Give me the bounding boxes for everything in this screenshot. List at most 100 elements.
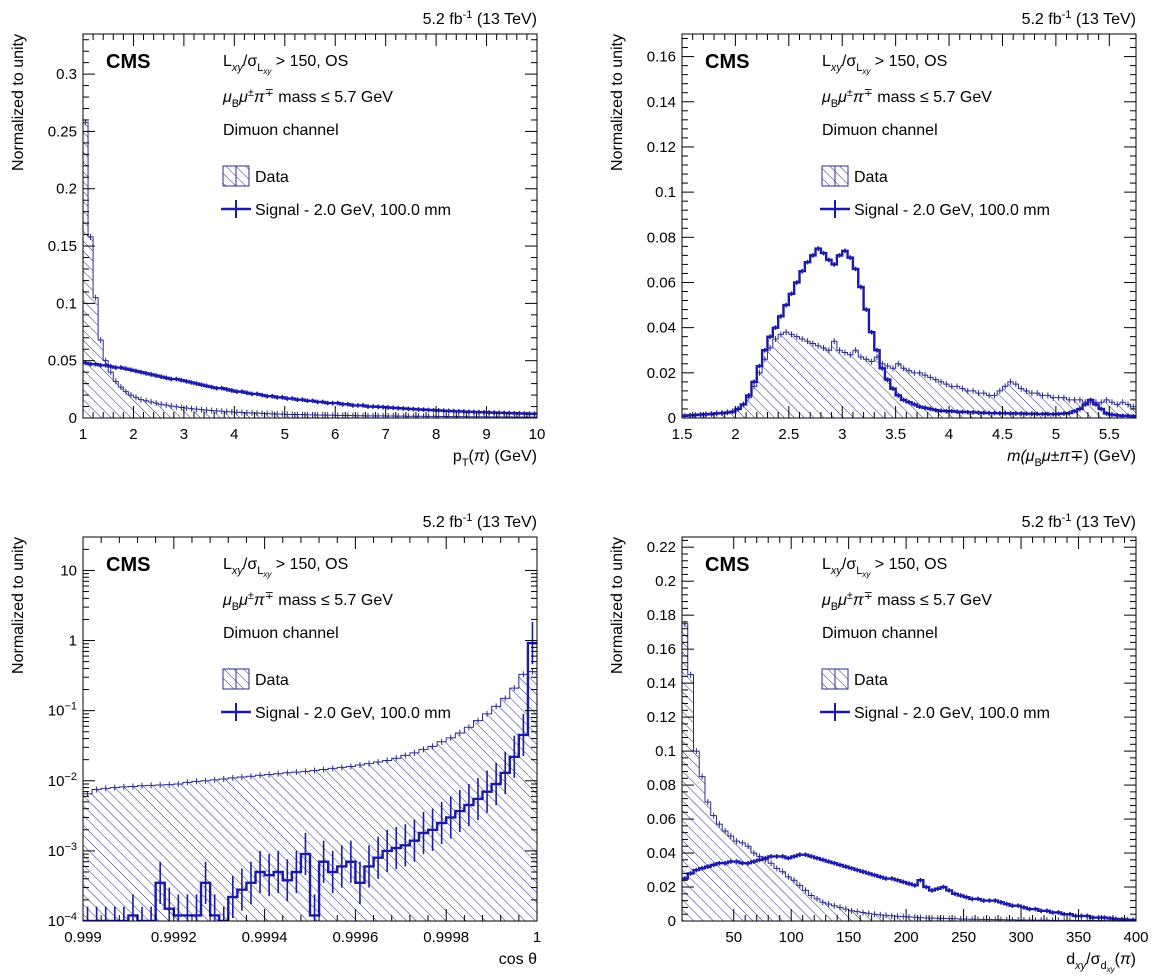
data-histogram [83, 671, 537, 921]
plot-frame [681, 536, 1137, 922]
legend-signal-label: Signal - 2.0 GeV, 100.0 mm [854, 705, 1050, 722]
y-tick-label: 0.02 [647, 879, 676, 896]
x-tick-label: 4 [230, 426, 238, 443]
x-tick-label: 5 [281, 426, 289, 443]
y-tick-label: 0.1 [655, 184, 676, 201]
x-tick-label: 350 [1066, 929, 1091, 946]
y-tick-label: 0.1 [56, 295, 77, 312]
y-tick-label: 0.2 [56, 181, 77, 198]
y-tick-label: 0.16 [647, 49, 676, 66]
x-axis-label: m(μBμ±π∓) (GeV) [1007, 448, 1136, 469]
plot-frame [82, 536, 538, 922]
y-tick-label: 0.2 [655, 573, 676, 590]
y-axis-label: Normalized to unity [609, 34, 626, 171]
y-tick-label: 0.05 [48, 353, 77, 370]
x-tick-label: 5 [1052, 426, 1060, 443]
y-tick-label: 0 [668, 410, 676, 427]
selection-line-3: Dimuon channel [223, 625, 339, 642]
x-tick-label: 9 [482, 426, 490, 443]
y-tick-label: 0 [668, 913, 676, 930]
x-tick-label: 50 [725, 929, 742, 946]
x-tick-label: 0.999 [64, 929, 102, 946]
x-axis-label: pT(π) (GeV) [453, 448, 537, 469]
y-tick-label: 0.08 [647, 777, 676, 794]
y-tick-label: 0.04 [647, 320, 676, 337]
selection-line-2: μBμ±π∓ mass ≤ 5.7 GeV [222, 590, 393, 613]
y-tick-label: 0.02 [647, 365, 676, 382]
x-tick-label: 1.5 [672, 426, 693, 443]
selection-line-3: Dimuon channel [822, 625, 938, 642]
lumi-label: 5.2 fb-1 (13 TeV) [1022, 9, 1136, 28]
legend-signal-label: Signal - 2.0 GeV, 100.0 mm [255, 705, 451, 722]
legend-data-label: Data [854, 672, 888, 689]
y-axis-label: Normalized to unity [609, 537, 626, 674]
x-tick-label: 3 [838, 426, 846, 443]
plot-frame [681, 33, 1137, 419]
x-tick-label: 3 [180, 426, 188, 443]
x-tick-label: 8 [432, 426, 440, 443]
selection-line-1: Lxy/σLxy > 150, OS [223, 53, 348, 76]
signal-histogram [682, 853, 1136, 921]
y-tick-label: 0.06 [647, 811, 676, 828]
legend-signal-label: Signal - 2.0 GeV, 100.0 mm [255, 202, 451, 219]
chart-panel-3: 0.999 0.9992 0.9994 0.9996 0.9998 1 10−4 10−3 10… [10, 512, 541, 968]
y-tick-label: 0.14 [647, 94, 676, 111]
y-tick-label: 0.12 [647, 139, 676, 156]
x-axis-label: dxy/σdxy(π) [1066, 951, 1136, 974]
y-tick-label: 0.15 [48, 238, 77, 255]
y-tick-label: 0.3 [56, 66, 77, 83]
chart-panel-2: 1.5 2 2.5 3 3.5 4 4.5 5 5.5 0 0.02 0.04 0.06 0.08 0.1 0… [609, 9, 1137, 469]
x-tick-label: 200 [894, 929, 919, 946]
y-tick-label: 0.16 [647, 641, 676, 658]
x-tick-label: 250 [951, 929, 976, 946]
y-tick-label: 1 [69, 633, 77, 650]
x-tick-label: 4 [945, 426, 953, 443]
y-axis-label: Normalized to unity [10, 537, 27, 674]
selection-line-1: Lxy/σLxy > 150, OS [223, 556, 348, 579]
legend-data-label: Data [854, 169, 888, 186]
plot-area [682, 246, 1136, 418]
y-axis-label: Normalized to unity [10, 34, 27, 171]
plot-area [83, 119, 537, 418]
y-tick-label: 0.18 [647, 607, 676, 624]
legend-signal-label: Signal - 2.0 GeV, 100.0 mm [854, 202, 1050, 219]
y-tick-label: 10−2 [48, 771, 77, 790]
y-tick-label: 0.08 [647, 229, 676, 246]
y-tick-label: 0.04 [647, 845, 676, 862]
selection-line-1: Lxy/σLxy > 150, OS [822, 556, 947, 579]
plot-area [83, 621, 537, 921]
lumi-label: 5.2 fb-1 (13 TeV) [423, 512, 537, 531]
selection-line-2: μBμ±π∓ mass ≤ 5.7 GeV [222, 87, 393, 110]
y-tick-label: 0.25 [48, 123, 77, 140]
signal-histogram [682, 247, 1136, 418]
x-tick-label: 400 [1123, 929, 1148, 946]
y-tick-label: 0.14 [647, 675, 676, 692]
y-tick-label: 0.12 [647, 709, 676, 726]
y-tick-label: 0 [69, 410, 77, 427]
cms-label: CMS [106, 51, 150, 73]
x-tick-label: 2.5 [778, 426, 799, 443]
x-tick-label: 2 [731, 426, 739, 443]
x-tick-label: 7 [381, 426, 389, 443]
signal-histogram [83, 361, 537, 415]
signal-histogram [83, 641, 537, 921]
selection-line-3: Dimuon channel [822, 122, 938, 139]
legend-data-label: Data [255, 169, 289, 186]
x-tick-label: 0.9994 [242, 929, 288, 946]
y-tick-label: 0.1 [655, 743, 676, 760]
x-tick-label: 0.9996 [332, 929, 378, 946]
data-histogram [682, 331, 1136, 418]
cms-label: CMS [705, 51, 749, 73]
selection-line-3: Dimuon channel [223, 122, 339, 139]
legend-data-label: Data [255, 672, 289, 689]
lumi-label: 5.2 fb-1 (13 TeV) [1022, 512, 1136, 531]
selection-line-2: μBμ±π∓ mass ≤ 5.7 GeV [821, 87, 992, 110]
x-tick-label: 10 [529, 426, 546, 443]
x-tick-label: 300 [1009, 929, 1034, 946]
selection-line-2: μBμ±π∓ mass ≤ 5.7 GeV [821, 590, 992, 613]
x-tick-label: 6 [331, 426, 339, 443]
plot-area [682, 620, 1136, 921]
x-tick-label: 150 [836, 929, 861, 946]
chart-panel-1: 1 2 3 4 5 6 7 8 9 10 0 0.05 0.1 0.15 0.2 0.25 0.3 Normali… [10, 9, 545, 469]
